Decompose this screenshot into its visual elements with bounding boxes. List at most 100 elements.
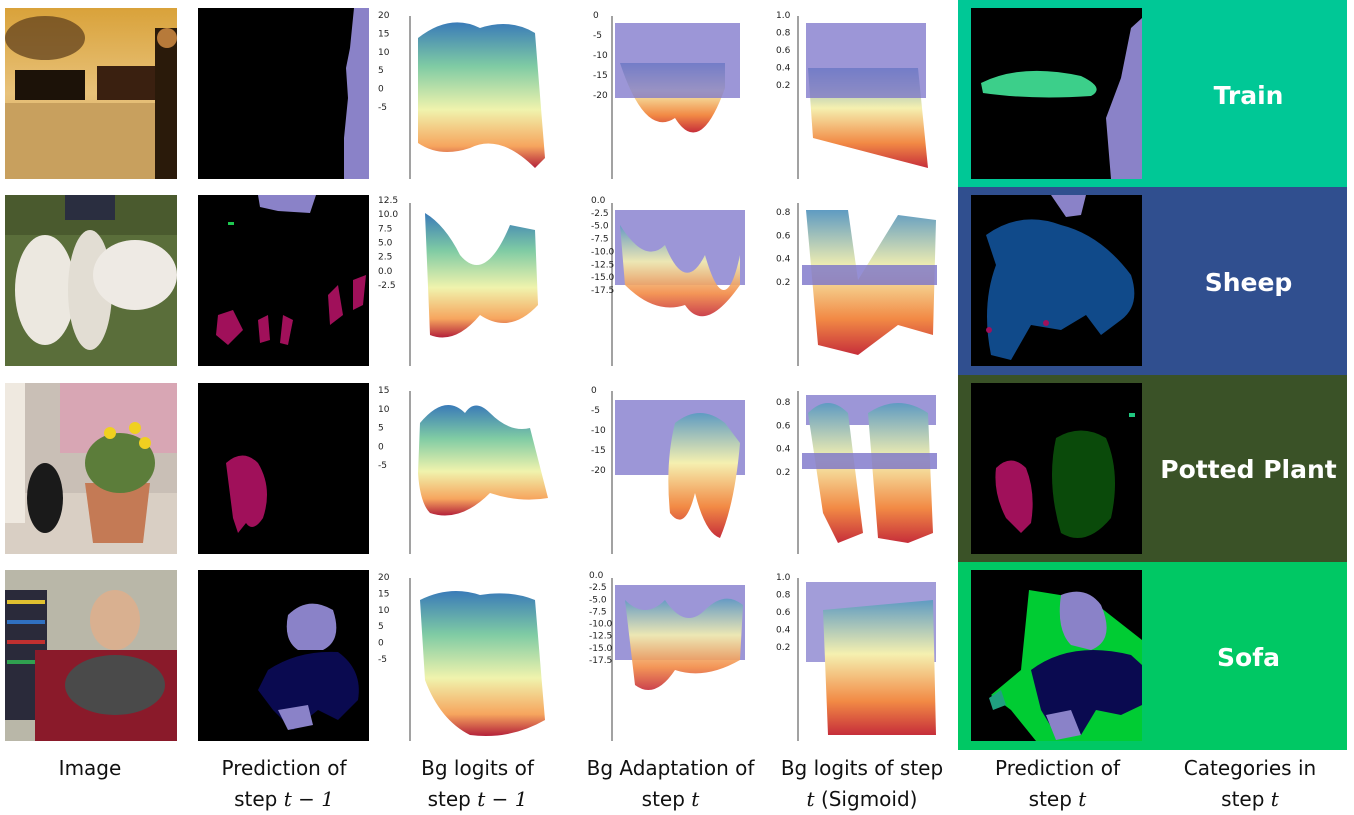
axis-tick-label: 0.0 (589, 571, 604, 581)
axis-tick-label: -10.0 (589, 620, 613, 630)
axis-tick-label: -5 (378, 103, 387, 113)
axis-tick-label: -5.0 (589, 595, 607, 605)
axis-tick-label: 10 (378, 405, 390, 415)
caption-bg-sigmoid: Bg logits of step t (Sigmoid) (772, 753, 952, 815)
axis-tick-label: -10 (593, 51, 608, 61)
axis-tick-label: 0.2 (776, 468, 790, 478)
bg-sigmoid-train: 1.0 0.8 0.6 0.4 0.2 (768, 8, 940, 179)
bg-logits-prev-sofa: 20 15 10 5 0 -5 (370, 570, 555, 741)
axis-tick-label: 12.5 (378, 196, 398, 206)
axis-tick-label: 0.4 (776, 445, 791, 455)
axis-tick-label: 7.5 (378, 224, 392, 234)
axis-tick-label: 15 (378, 386, 389, 396)
caption-line1: Prediction of (221, 756, 347, 780)
axis-tick-label: -20 (591, 466, 606, 476)
axis-tick-label: -2.5 (589, 583, 607, 593)
axis-tick-label: 20 (378, 573, 390, 583)
axis-tick-label: 0 (593, 11, 599, 21)
category-label-potted-plant: Potted Plant (1160, 455, 1337, 484)
axis-tick-label: 0.2 (776, 81, 790, 91)
axis-tick-label: 0.8 (776, 591, 791, 601)
axis-tick-label: 0.4 (776, 626, 791, 636)
axis-tick-label: -5 (378, 461, 387, 471)
axis-tick-label: 0.6 (776, 421, 791, 431)
axis-tick-label: 0.2 (776, 278, 790, 288)
prediction-t-sofa (971, 570, 1142, 741)
bg-adaptation-sheep: 0.0 -2.5 -5.0 -7.5 -10.0 -12.5 -15.0 -17.5 (585, 195, 755, 366)
axis-tick-label: 1.0 (776, 11, 791, 21)
axis-tick-label: -17.5 (589, 656, 612, 666)
axis-tick-label: -12.5 (591, 260, 614, 270)
input-image-sofa (5, 570, 177, 741)
prediction-t-potted-plant (971, 383, 1142, 554)
axis-tick-label: 5 (378, 424, 384, 434)
axis-tick-label: -7.5 (589, 607, 607, 617)
axis-tick-label: 0.6 (776, 231, 791, 241)
caption-image: Image (20, 753, 160, 784)
caption-line1: Bg Adaptation of (586, 756, 755, 780)
axis-tick-label: -5 (591, 406, 600, 416)
bg-logits-prev-potted-plant: 15 10 5 0 -5 (370, 383, 555, 554)
caption-prediction-t: Prediction of step t (975, 753, 1140, 815)
caption-bg-adaptation: Bg Adaptation of step t (578, 753, 763, 815)
caption-line2: step t − 1 (427, 787, 528, 811)
axis-tick-label: 0 (378, 85, 384, 95)
caption-line1: Prediction of (995, 756, 1120, 780)
axis-tick-label: 10 (378, 48, 390, 58)
prediction-prev-train (198, 8, 369, 179)
axis-tick-label: -5 (378, 655, 387, 665)
axis-tick-label: 5.0 (378, 239, 393, 249)
caption-line2: t (Sigmoid) (806, 787, 918, 811)
prediction-t-train (971, 8, 1142, 179)
axis-tick-label: 5 (378, 66, 384, 76)
caption-line1: Bg logits of (421, 756, 534, 780)
axis-tick-label: 20 (378, 11, 390, 21)
caption-line2: step t − 1 (234, 787, 334, 811)
axis-tick-label: -2.5 (591, 209, 609, 219)
axis-tick-label: 10.0 (378, 210, 398, 220)
bg-logits-prev-sheep: 12.5 10.0 7.5 5.0 2.5 0.0 -2.5 (370, 195, 555, 366)
axis-tick-label: 0 (378, 442, 384, 452)
prediction-prev-potted-plant (198, 383, 369, 554)
axis-tick-label: 0.2 (776, 643, 790, 653)
axis-tick-label: 1.0 (776, 573, 791, 583)
axis-tick-label: 0.0 (378, 267, 393, 277)
axis-tick-label: 15 (378, 589, 389, 599)
axis-tick-label: 0.0 (591, 196, 606, 206)
caption-image-text: Image (58, 756, 122, 780)
axis-tick-label: -10 (591, 426, 606, 436)
axis-tick-label: -5.0 (591, 222, 609, 232)
axis-tick-label: -12.5 (589, 632, 612, 642)
axis-tick-label: 0.6 (776, 46, 791, 56)
caption-prediction-prev: Prediction of step t − 1 (198, 753, 370, 815)
axis-tick-label: 10 (378, 606, 390, 616)
axis-tick-label: -15.0 (589, 644, 613, 654)
bg-sigmoid-potted-plant: 0.8 0.6 0.4 0.2 (768, 383, 940, 554)
prediction-t-sheep (971, 195, 1142, 366)
axis-tick-label: 0.8 (776, 29, 791, 39)
caption-line2: step t (1221, 787, 1279, 811)
axis-tick-label: 0.4 (776, 255, 791, 265)
axis-tick-label: -5 (593, 31, 602, 41)
bg-sigmoid-sofa: 1.0 0.8 0.6 0.4 0.2 (768, 570, 940, 741)
input-image-sheep (5, 195, 177, 366)
axis-tick-label: -7.5 (591, 235, 609, 245)
axis-tick-label: 0 (591, 386, 597, 396)
axis-tick-label: 2.5 (378, 253, 392, 263)
input-image-potted-plant (5, 383, 177, 554)
axis-tick-label: 15 (378, 29, 389, 39)
prediction-prev-sofa (198, 570, 369, 741)
category-label-sheep: Sheep (1204, 268, 1293, 297)
axis-tick-label: 0.8 (776, 208, 791, 218)
caption-line1: Categories in (1183, 756, 1317, 780)
caption-bg-logits-prev: Bg logits of step t − 1 (390, 753, 565, 815)
axis-tick-label: -15 (593, 71, 608, 81)
axis-tick-label: 0.6 (776, 608, 791, 618)
bg-adaptation-train: 0 -5 -10 -15 -20 (585, 8, 755, 179)
axis-tick-label: 0.8 (776, 398, 791, 408)
axis-tick-label: 0.4 (776, 64, 791, 74)
caption-line2: step t (641, 787, 700, 811)
axis-tick-label: -10.0 (591, 247, 615, 257)
caption-line1: Bg logits of step (780, 756, 944, 780)
axis-tick-label: -17.5 (591, 286, 614, 296)
